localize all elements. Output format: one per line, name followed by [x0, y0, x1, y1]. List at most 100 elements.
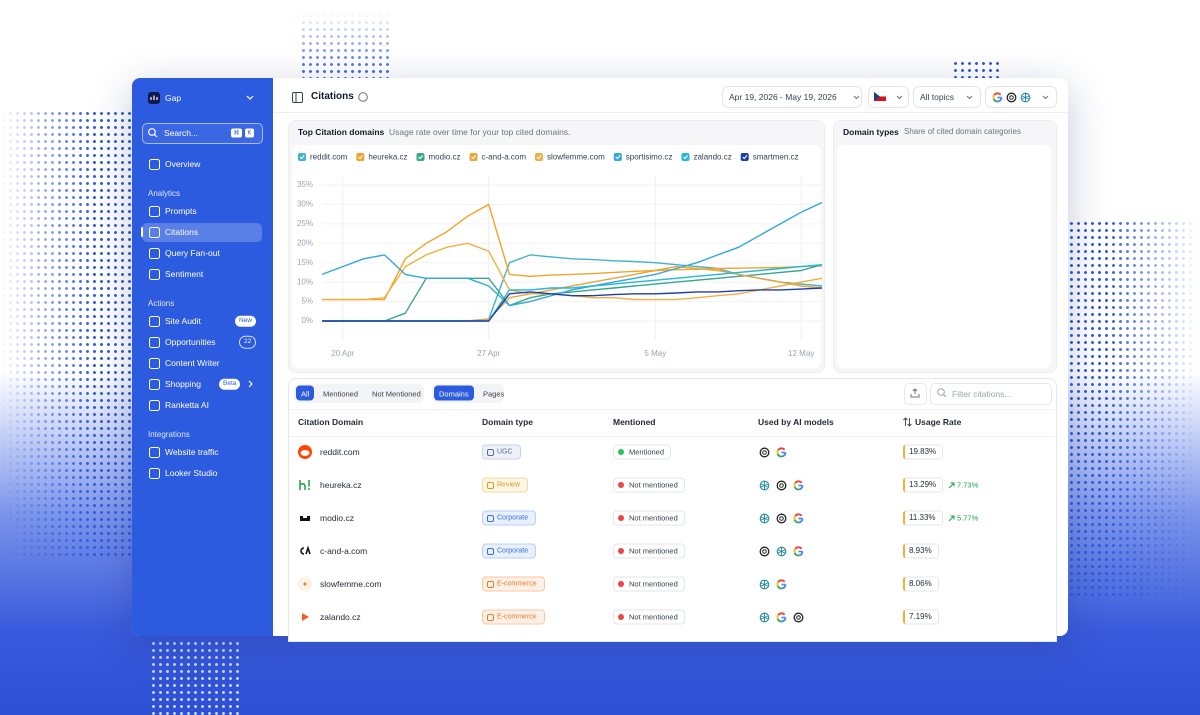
ai-model-icon [776, 611, 787, 622]
tab-label[interactable]: All [301, 388, 310, 398]
nav-icon [149, 446, 160, 458]
domain-name[interactable]: zalando.cz [320, 611, 361, 622]
ai-model-icon [1006, 92, 1017, 102]
nav-item[interactable]: Overview [165, 158, 201, 169]
google-arc [777, 446, 786, 451]
tab[interactable] [296, 385, 314, 401]
perplexity-mark [760, 481, 769, 489]
filter-input[interactable] [930, 383, 1052, 405]
usage-rate: 8.93% [909, 546, 932, 555]
type-icon-box [487, 547, 494, 555]
perplexity-mark [1021, 93, 1030, 101]
usage-pill [903, 543, 939, 559]
divider [289, 409, 1055, 410]
chevron [853, 95, 860, 100]
ai-model-icon [759, 480, 770, 490]
nav-item[interactable]: Citations [165, 226, 199, 237]
usage-rate: 8.06% [909, 579, 932, 588]
domain-name[interactable]: c-and-a.com [320, 545, 368, 556]
decor [0, 110, 132, 560]
google-arc [777, 611, 786, 616]
column-header: Used by AI models [758, 416, 834, 427]
tab[interactable] [434, 385, 474, 401]
chevron [966, 95, 973, 100]
sort-icon [903, 417, 912, 427]
filter-placeholder[interactable]: Filter citations... [952, 388, 1012, 399]
column-header: Mentioned [613, 416, 656, 427]
domain-logo [298, 577, 312, 591]
tab-label[interactable]: Pages [483, 388, 505, 398]
logo-mark [300, 516, 310, 521]
nav-icon [149, 205, 160, 217]
chevron-path [248, 380, 253, 388]
column-header: Citation Domain [298, 416, 364, 427]
chart-title: Domain types [843, 126, 899, 137]
date-range[interactable]: Apr 19, 2026 - May 19, 2026 [729, 91, 837, 102]
tab-label[interactable]: Mentioned [323, 388, 359, 398]
nav-item[interactable]: Sentiment [165, 268, 204, 279]
domain-type: E-commerce [497, 580, 537, 588]
topics-picker[interactable] [913, 86, 981, 108]
chevron-path [853, 95, 860, 100]
openai-ring [759, 546, 770, 556]
topics[interactable]: All topics [920, 91, 955, 102]
sort-path [903, 417, 912, 427]
trend-arrow-path [948, 515, 955, 521]
active-highlight [142, 222, 262, 242]
logo-h [299, 480, 306, 490]
openai-core [762, 449, 767, 455]
tab-label[interactable]: Domains [439, 388, 469, 398]
search-icon [148, 128, 158, 138]
ai-model-icon [776, 513, 787, 523]
workspace-logo [148, 92, 160, 104]
google-arc [776, 452, 782, 457]
perplexity-ring [776, 546, 787, 556]
domain-name[interactable]: modio.cz [320, 512, 355, 523]
domain-type: Corporate [497, 547, 529, 555]
flag-red [874, 96, 886, 101]
nav-item[interactable]: Opportunities [165, 336, 216, 347]
search-box[interactable] [142, 123, 263, 144]
nav-item[interactable]: Shopping [165, 378, 201, 389]
nav-item[interactable]: Website traffic [165, 446, 219, 457]
ai-model-icon [793, 479, 804, 490]
nav-item[interactable]: Site Audit [165, 315, 201, 326]
usage-pill [903, 477, 943, 493]
logo-face [300, 450, 310, 456]
nav-item[interactable]: Prompts [165, 205, 197, 216]
nav-item[interactable]: Query Fan-out [165, 247, 220, 258]
ai-model-icon [759, 579, 770, 589]
nav-item[interactable]: Ranketta AI [165, 399, 209, 410]
flag [873, 91, 887, 101]
openai-ring [793, 612, 804, 622]
usage-change: 7.73% [957, 480, 979, 490]
page-icon-box [292, 92, 303, 103]
ai-model-icon [759, 546, 770, 556]
workspace-name[interactable]: Gap [165, 92, 182, 103]
ai-model-icon [776, 480, 787, 490]
domain-name[interactable]: heureka.cz [320, 479, 362, 490]
ai-model-icon [793, 545, 804, 556]
nav-item[interactable]: Looker Studio [165, 467, 218, 478]
google-arc [776, 617, 782, 622]
chart-body [837, 145, 1051, 368]
section-heading: Analytics [148, 189, 181, 198]
ai-model-icon [776, 546, 787, 556]
logo-glyph [150, 95, 158, 100]
nav-icon [149, 315, 160, 327]
perplexity-mark [760, 514, 769, 522]
tab-label[interactable]: Not Mentioned [372, 388, 421, 398]
country-picker[interactable] [868, 86, 909, 108]
date-picker[interactable] [722, 86, 862, 108]
google-arc [794, 545, 803, 550]
column-header[interactable]: Usage Rate [915, 416, 962, 427]
trend-arrow [948, 482, 955, 488]
domain-name[interactable]: slowfemme.com [320, 578, 382, 589]
google-arc [793, 485, 799, 490]
openai-ring [776, 480, 787, 490]
nav-item[interactable]: Content Writer [165, 357, 220, 368]
domain-name[interactable]: reddit.com [320, 446, 360, 457]
handle [154, 134, 158, 138]
divider [289, 436, 1055, 437]
type-icon [487, 580, 494, 588]
